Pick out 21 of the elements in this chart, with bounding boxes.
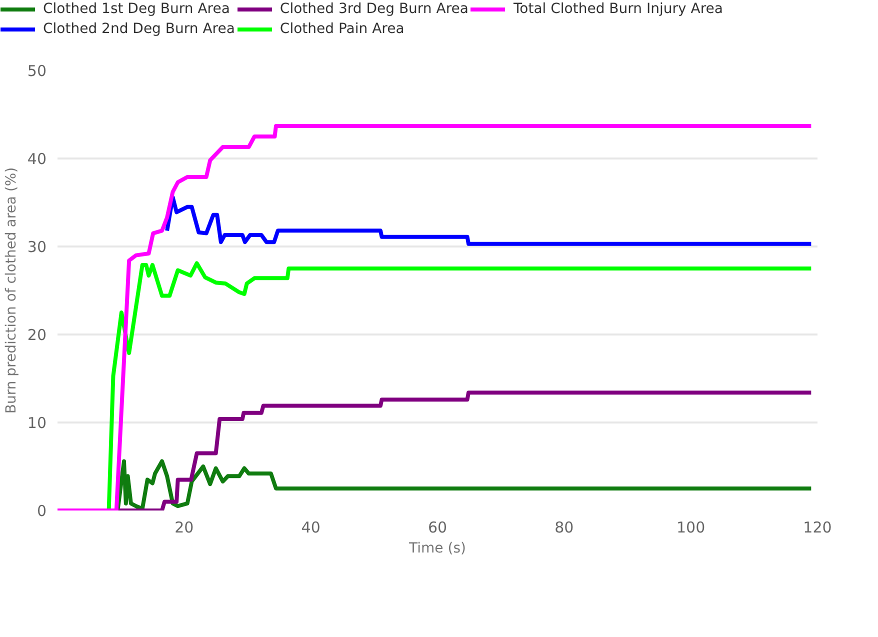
- line-series: [58, 124, 814, 510]
- y-tick-label: 50: [27, 62, 47, 80]
- y-tick-label: 20: [27, 326, 47, 344]
- legend-label: Clothed 3rd Deg Burn Area: [280, 0, 468, 18]
- x-tick-label: 80: [554, 518, 574, 536]
- y-tick-label: 0: [36, 502, 47, 520]
- x-tick-label: 40: [301, 518, 320, 536]
- y-tick-label: 30: [27, 238, 47, 256]
- y-tick-label: 10: [27, 414, 47, 432]
- x-tick-label: 120: [803, 518, 832, 536]
- y-axis-title: Burn prediction of clothed area (%): [3, 167, 20, 414]
- line-series: [165, 195, 814, 246]
- legend-label: Total Clothed Burn Injury Area: [513, 0, 723, 18]
- x-axis-title: Time (s): [408, 540, 466, 556]
- legend-label: Clothed Pain Area: [280, 20, 404, 38]
- legend-label: Clothed 2nd Deg Burn Area: [43, 20, 235, 38]
- y-tick-label: 40: [27, 150, 47, 168]
- x-tick-label: 100: [676, 518, 706, 536]
- x-tick-label: 20: [174, 518, 194, 536]
- legend-label: Clothed 1st Deg Burn Area: [43, 0, 230, 18]
- x-tick-label: 60: [428, 518, 448, 536]
